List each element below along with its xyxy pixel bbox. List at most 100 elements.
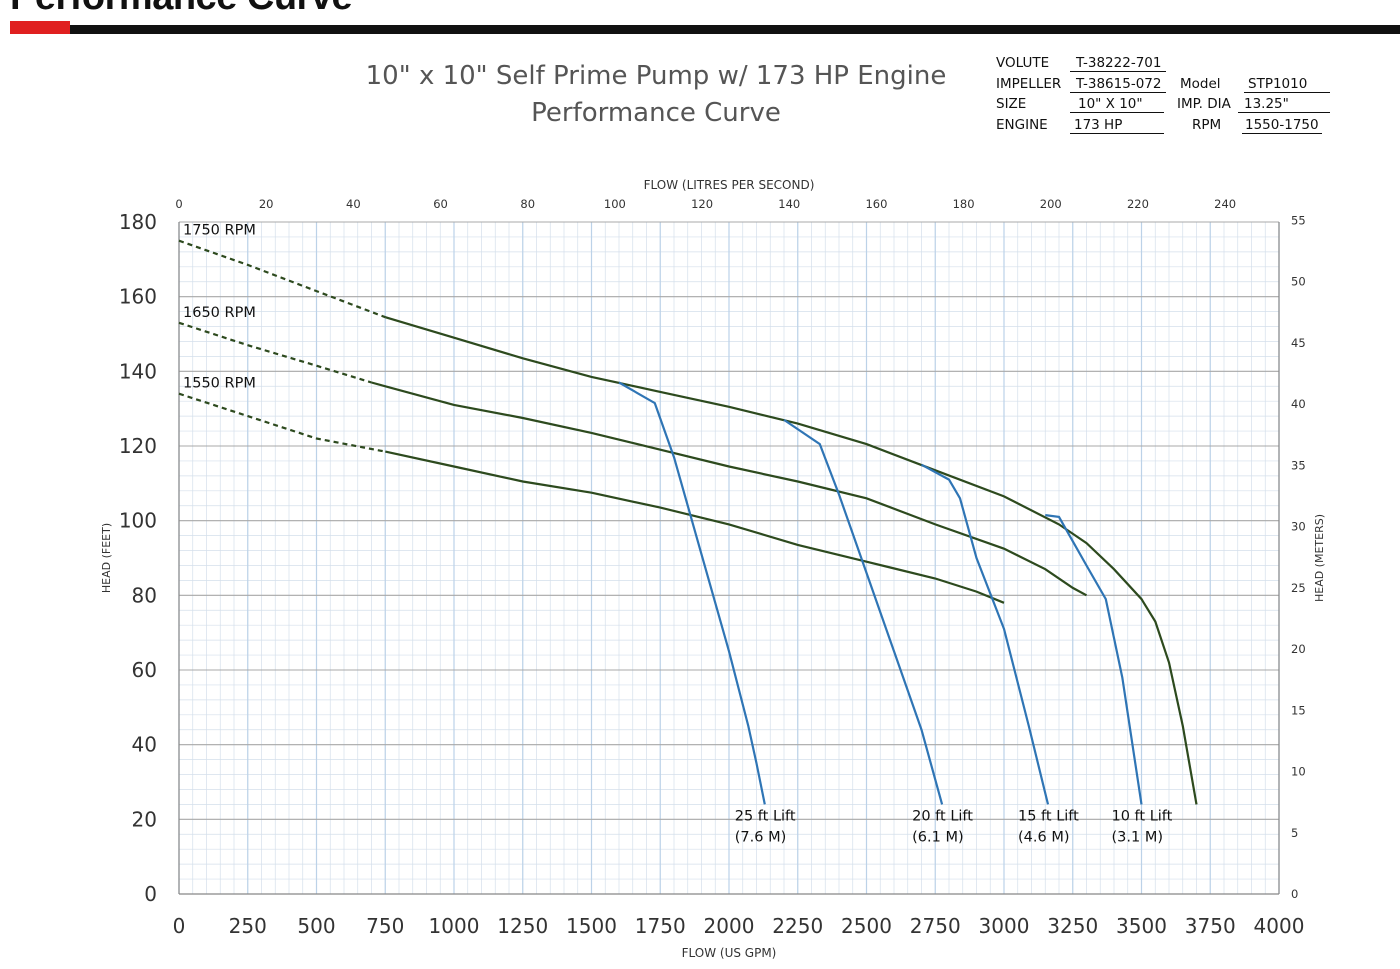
y2-tick-label: 35 <box>1291 458 1306 472</box>
spec-rpm-value: 1550-1750 <box>1242 117 1322 134</box>
x-tick-label: 2250 <box>772 914 823 938</box>
lift-curve-metric-label: (7.6 M) <box>735 829 787 845</box>
x-tick-label: 1000 <box>429 914 480 938</box>
x-tick-label: 1250 <box>497 914 548 938</box>
chart-title-line2: Performance Curve <box>531 98 781 128</box>
curves <box>178 239 1198 805</box>
x-tick-label: 3750 <box>1185 914 1236 938</box>
x-tick-label: 1500 <box>566 914 617 938</box>
lift-curve-metric-label: (4.6 M) <box>1018 829 1070 845</box>
x-tick-label: 3500 <box>1116 914 1167 938</box>
y2-axis-title: HEAD (METERS) <box>1313 514 1326 602</box>
x2-tick-label: 40 <box>346 197 361 211</box>
rpm-curve-dashed <box>178 392 386 453</box>
x2-tick-label: 20 <box>259 197 274 211</box>
x-tick-label: 2000 <box>704 914 755 938</box>
grid <box>178 221 1280 895</box>
lift-curve-label: 15 ft Lift <box>1018 808 1079 824</box>
x2-tick-label: 120 <box>691 197 713 211</box>
x2-tick-label: 60 <box>433 197 448 211</box>
x2-tick-label: 180 <box>953 197 975 211</box>
y-tick-label: 180 <box>119 210 157 234</box>
y-tick-label: 140 <box>119 359 157 383</box>
y2-tick-label: 5 <box>1291 826 1298 840</box>
spec-impeller-value: T-38615-072 <box>1070 76 1166 93</box>
y-tick-label: 40 <box>132 733 157 757</box>
x-tick-label: 750 <box>366 914 404 938</box>
spec-impeller-label: IMPELLER <box>996 75 1062 92</box>
rpm-curve-dashed <box>178 321 372 384</box>
spec-volute-value: T-38222-701 <box>1070 55 1166 72</box>
x-tick-label: 0 <box>173 914 186 938</box>
y2-tick-label: 20 <box>1291 642 1306 656</box>
x2-tick-label: 200 <box>1040 197 1062 211</box>
chart-title-line1: 10" x 10" Self Prime Pump w/ 173 HP Engi… <box>365 61 947 91</box>
y-tick-label: 80 <box>132 583 157 607</box>
curve-labels: 1750 RPM 1650 RPM 1550 RPM 25 ft Lift (7.6 M… <box>183 223 1173 846</box>
spec-size-value: 10" X 10" <box>1070 96 1164 113</box>
chart-card <box>0 38 1346 969</box>
x2-axis-title: FLOW (LITRES PER SECOND) <box>644 178 815 192</box>
y-tick-label: 120 <box>119 434 157 458</box>
spec-impdia-value: 13.25" <box>1238 96 1330 113</box>
lift-curve-label: 25 ft Lift <box>735 808 796 824</box>
x2-tick-label: 80 <box>520 197 535 211</box>
lift-curve-metric-label: (6.1 M) <box>912 829 964 845</box>
x-axis-title: FLOW (US GPM) <box>682 946 777 960</box>
page-heading: Performance Curve <box>10 0 353 19</box>
spec-engine-value: 173 HP <box>1070 117 1164 134</box>
y2-tick-label: 15 <box>1291 703 1306 717</box>
x-tick-label: 500 <box>297 914 335 938</box>
lift-curve <box>618 381 766 805</box>
y-tick-label: 100 <box>119 509 157 533</box>
y-axis-title: HEAD (FEET) <box>100 523 113 593</box>
header-rule <box>70 25 1400 34</box>
rpm-curve-label: 1650 RPM <box>183 305 256 321</box>
lift-curve-label: 20 ft Lift <box>912 808 973 824</box>
lift-curve <box>920 463 1050 805</box>
x-tick-label: 4000 <box>1254 914 1305 938</box>
x2-tick-label: 100 <box>604 197 626 211</box>
rpm-curve-label: 1750 RPM <box>183 223 256 239</box>
rpm-curve <box>385 450 1005 604</box>
y-tick-label: 20 <box>132 807 157 831</box>
x-tick-label: 3000 <box>979 914 1030 938</box>
y-tick-label: 0 <box>144 882 157 906</box>
spec-rpm-label: RPM <box>1192 116 1222 133</box>
x-tick-label: 3250 <box>1047 914 1098 938</box>
lift-curve <box>1045 514 1143 805</box>
y2-tick-label: 45 <box>1291 336 1306 350</box>
y-tick-label: 160 <box>119 285 157 309</box>
spec-model-value: STP1010 <box>1244 76 1330 93</box>
y2-tick-label: 50 <box>1291 275 1306 289</box>
spec-model-label: Model <box>1180 75 1221 92</box>
spec-impdia-label: IMP. DIA <box>1177 96 1231 112</box>
x2-tick-label: 240 <box>1214 197 1236 211</box>
x2-tick-label: 160 <box>865 197 887 211</box>
y2-tick-label: 0 <box>1291 887 1298 901</box>
y2-tick-label: 40 <box>1291 397 1306 411</box>
y2-tick-label: 25 <box>1291 581 1306 595</box>
header-accent-bar <box>10 21 70 34</box>
spec-volute-label: VOLUTE <box>996 55 1050 71</box>
spec-engine-label: ENGINE <box>996 116 1048 133</box>
x2-tick-label: 0 <box>175 197 182 211</box>
y-tick-label: 60 <box>132 658 157 682</box>
x2-tick-label: 140 <box>778 197 800 211</box>
lift-curve-label: 10 ft Lift <box>1112 808 1173 824</box>
x2-tick-label: 220 <box>1127 197 1149 211</box>
lift-curve <box>783 418 944 805</box>
y2-tick-label: 30 <box>1291 520 1306 534</box>
x-tick-label: 2750 <box>910 914 961 938</box>
rpm-curve <box>371 381 1088 597</box>
x-tick-label: 2500 <box>841 914 892 938</box>
axes: 0 250 500 750 1000 1250 1500 1750 2000 2250 2500 27… <box>100 178 1326 960</box>
rpm-curve-label: 1550 RPM <box>183 376 256 392</box>
lift-curve-metric-label: (3.1 M) <box>1112 829 1164 845</box>
x-tick-label: 1750 <box>635 914 686 938</box>
x-tick-label: 250 <box>229 914 267 938</box>
chart-title: 10" x 10" Self Prime Pump w/ 173 HP Engi… <box>356 58 956 132</box>
y2-tick-label: 10 <box>1291 765 1306 779</box>
rpm-curve-dashed <box>178 239 386 319</box>
